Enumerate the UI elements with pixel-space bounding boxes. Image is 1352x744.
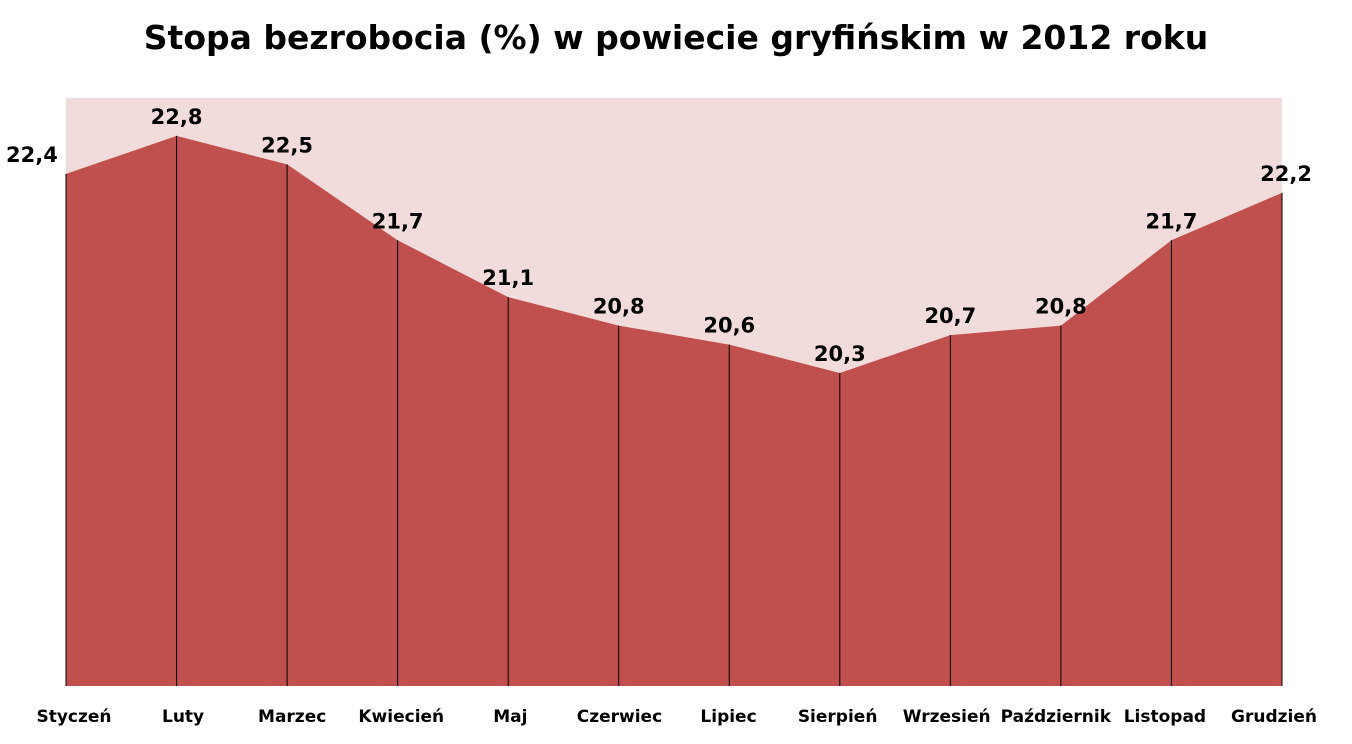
x-axis-tick-labels: Styczeń Luty Marzec Kwiecień Maj Czerwiec Lipi… (36, 707, 1317, 727)
x-tick-label: Czerwiec (577, 707, 662, 727)
x-tick-label: Sierpień (798, 707, 878, 727)
data-label: 20,6 (703, 314, 755, 338)
x-tick-label: Luty (162, 707, 204, 727)
data-label: 21,1 (482, 266, 534, 290)
x-tick-label: Październik (1001, 707, 1112, 727)
area-series (66, 135, 1282, 686)
drop-lines (65, 135, 1283, 686)
data-label: 20,8 (593, 295, 645, 319)
x-tick-label: Wrzesień (903, 707, 991, 727)
x-tick-label: Lipiec (700, 707, 756, 727)
data-label: 22,5 (261, 133, 313, 157)
data-label: 22,4 (6, 143, 58, 167)
data-labels: 22,4 22,8 22,5 21,7 21,1 20,8 20,6 20,3 20,7 20,8… (6, 105, 1312, 366)
data-label: 20,7 (924, 304, 976, 328)
chart-title: Stopa bezrobocia (%) w powiecie gryfińsk… (143, 18, 1209, 57)
x-tick-label: Marzec (258, 707, 326, 727)
x-tick-label: Maj (493, 707, 527, 727)
data-label: 20,3 (814, 342, 866, 366)
x-tick-label: Listopad (1124, 707, 1206, 727)
x-tick-label: Kwiecień (358, 707, 444, 727)
x-tick-label: Grudzień (1231, 707, 1317, 727)
x-tick-label: Styczeń (36, 707, 111, 727)
data-label: 21,7 (372, 209, 424, 233)
data-label: 22,2 (1260, 162, 1312, 186)
data-label: 20,8 (1035, 295, 1087, 319)
data-label: 22,8 (151, 105, 203, 129)
data-label: 21,7 (1146, 209, 1198, 233)
